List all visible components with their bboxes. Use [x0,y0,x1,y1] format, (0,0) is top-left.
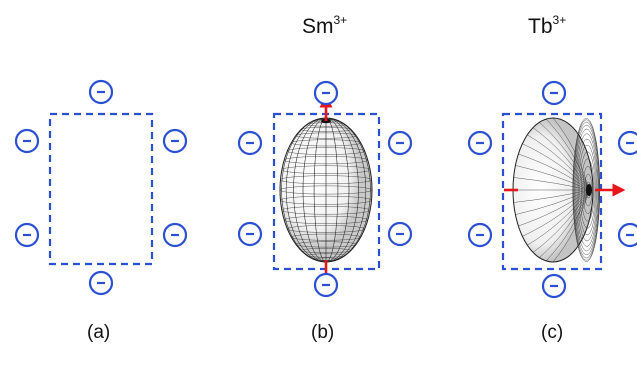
negative-charges [14,79,188,296]
negative-charge-bottom [541,273,567,299]
negative-charge-upper-right [162,128,188,154]
meridian-line [552,189,590,263]
pole-cap [586,184,592,196]
negative-charge-lower-right [617,222,637,248]
negative-charge-lower-right [387,221,413,247]
latitude-line [291,233,361,241]
meridian-line [545,189,590,262]
negative-charge-upper-left [467,130,493,156]
latitude-line [283,215,369,224]
negative-charge-lower-left [467,222,493,248]
meridian-line [518,189,590,227]
latitude-line [281,165,371,174]
negative-charges [237,80,413,298]
latitude-line [280,195,372,205]
latitude-line [300,126,352,132]
panel-c [467,80,637,299]
meridian-line [515,189,590,215]
ion-label-sm: Sm3+ [302,13,348,38]
negative-charge-lower-left [14,222,40,248]
charge-cage-box [48,112,154,266]
caption-b: (b) [311,322,335,343]
caption-c: (c) [541,322,564,343]
panel-a [14,79,188,296]
meridian-line [515,165,590,191]
latitude-line [295,241,357,248]
charge-cage-box [501,112,603,271]
meridian-line [539,189,590,258]
meridian-line [532,189,590,253]
negative-charges [467,80,637,299]
latitude-line [300,248,352,254]
caption-a: (a) [87,322,111,343]
negative-charge-upper-left [237,130,263,156]
negative-charge-top [313,80,339,106]
negative-charge-upper-left [14,128,40,154]
meridian-line [532,127,590,191]
negative-charge-top [541,80,567,106]
negative-charge-lower-right [162,222,188,248]
meridian-line [552,117,590,191]
meridian-line [513,177,590,191]
negative-charge-lower-left [237,221,263,247]
meridian-line [522,189,590,237]
prolate-ellipsoid-mesh [279,117,373,263]
latitude-line [287,147,365,155]
panel-b [237,80,413,298]
meridian-line [522,143,590,191]
meridian-line [513,189,590,203]
latitude-line [295,132,357,139]
meridian-line [545,118,590,191]
latitude-line [281,206,371,215]
negative-charge-bottom [88,270,114,296]
ion-label-tb: Tb3+ [528,13,567,38]
negative-charge-top [88,79,114,105]
oblate-ellipsoid-mesh [512,117,601,263]
negative-charge-upper-right [617,130,637,156]
meridian-line [518,153,590,191]
latitude-line [287,225,365,233]
meridian-line [539,122,590,191]
meridian-line [527,134,590,191]
negative-charge-upper-right [387,130,413,156]
latitude-line [279,185,373,195]
negative-charge-bottom [313,272,339,298]
latitude-line [291,139,361,147]
latitude-line [280,175,372,185]
meridian-line [527,189,590,246]
latitude-line [283,156,369,165]
